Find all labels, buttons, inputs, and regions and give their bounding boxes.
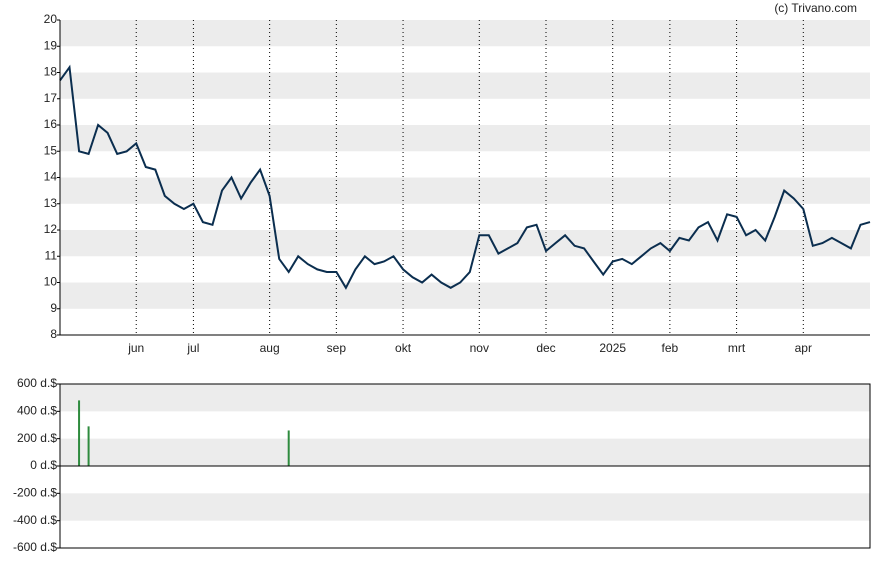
volume-bar <box>78 400 81 466</box>
x-tick-label: apr <box>795 341 812 355</box>
price-line <box>59 64 871 290</box>
credit: (c) Trivano.com <box>774 1 857 15</box>
y-tick-label: 12 <box>44 222 58 236</box>
y-tick-label: 18 <box>44 65 58 79</box>
y-tick-label: 11 <box>45 248 58 262</box>
grid-band <box>60 384 870 412</box>
x-tick-label: feb <box>662 341 679 355</box>
x-tick-label: mrt <box>728 341 746 355</box>
y-tick-label: 16 <box>44 117 58 131</box>
y-tick-label: -400 d.$ <box>13 513 57 527</box>
y-tick-label: 0 d.$ <box>30 458 57 472</box>
plot-frame <box>59 383 871 549</box>
y-tick-label: 400 d.$ <box>17 404 57 418</box>
x-tick-label: okt <box>395 341 412 355</box>
y-tick-label: 8 <box>50 327 57 341</box>
x-tick-label: jun <box>127 341 144 355</box>
y-tick-label: 17 <box>44 91 58 105</box>
y-tick-label: 15 <box>44 143 58 157</box>
y-tick-label: -200 d.$ <box>13 486 57 500</box>
grid-band <box>60 230 870 257</box>
grid-band <box>60 282 870 309</box>
x-tick-label: jul <box>186 341 199 355</box>
y-tick-label: 600 d.$ <box>17 376 57 390</box>
y-tick-label: 13 <box>44 196 58 210</box>
grid-band <box>60 493 870 521</box>
grid-band <box>60 20 870 47</box>
volume-bar <box>287 430 290 466</box>
grid-band <box>60 177 870 204</box>
grid-band <box>60 72 870 99</box>
x-tick-label: sep <box>327 341 347 355</box>
grid-band <box>60 438 870 466</box>
volume-bar <box>87 426 90 466</box>
y-tick-label: 10 <box>44 275 58 289</box>
x-tick-label: aug <box>260 341 280 355</box>
x-tick-label: 2025 <box>599 341 626 355</box>
y-tick-label: 14 <box>44 170 58 184</box>
y-tick-label: 9 <box>50 301 57 315</box>
grid-band <box>60 125 870 152</box>
x-tick-label: nov <box>470 341 489 355</box>
y-tick-label: 19 <box>44 38 58 52</box>
y-tick-label: -600 d.$ <box>13 540 57 554</box>
x-tick-label: dec <box>536 341 555 355</box>
y-tick-label: 200 d.$ <box>17 431 57 445</box>
y-tick-label: 20 <box>44 12 58 26</box>
